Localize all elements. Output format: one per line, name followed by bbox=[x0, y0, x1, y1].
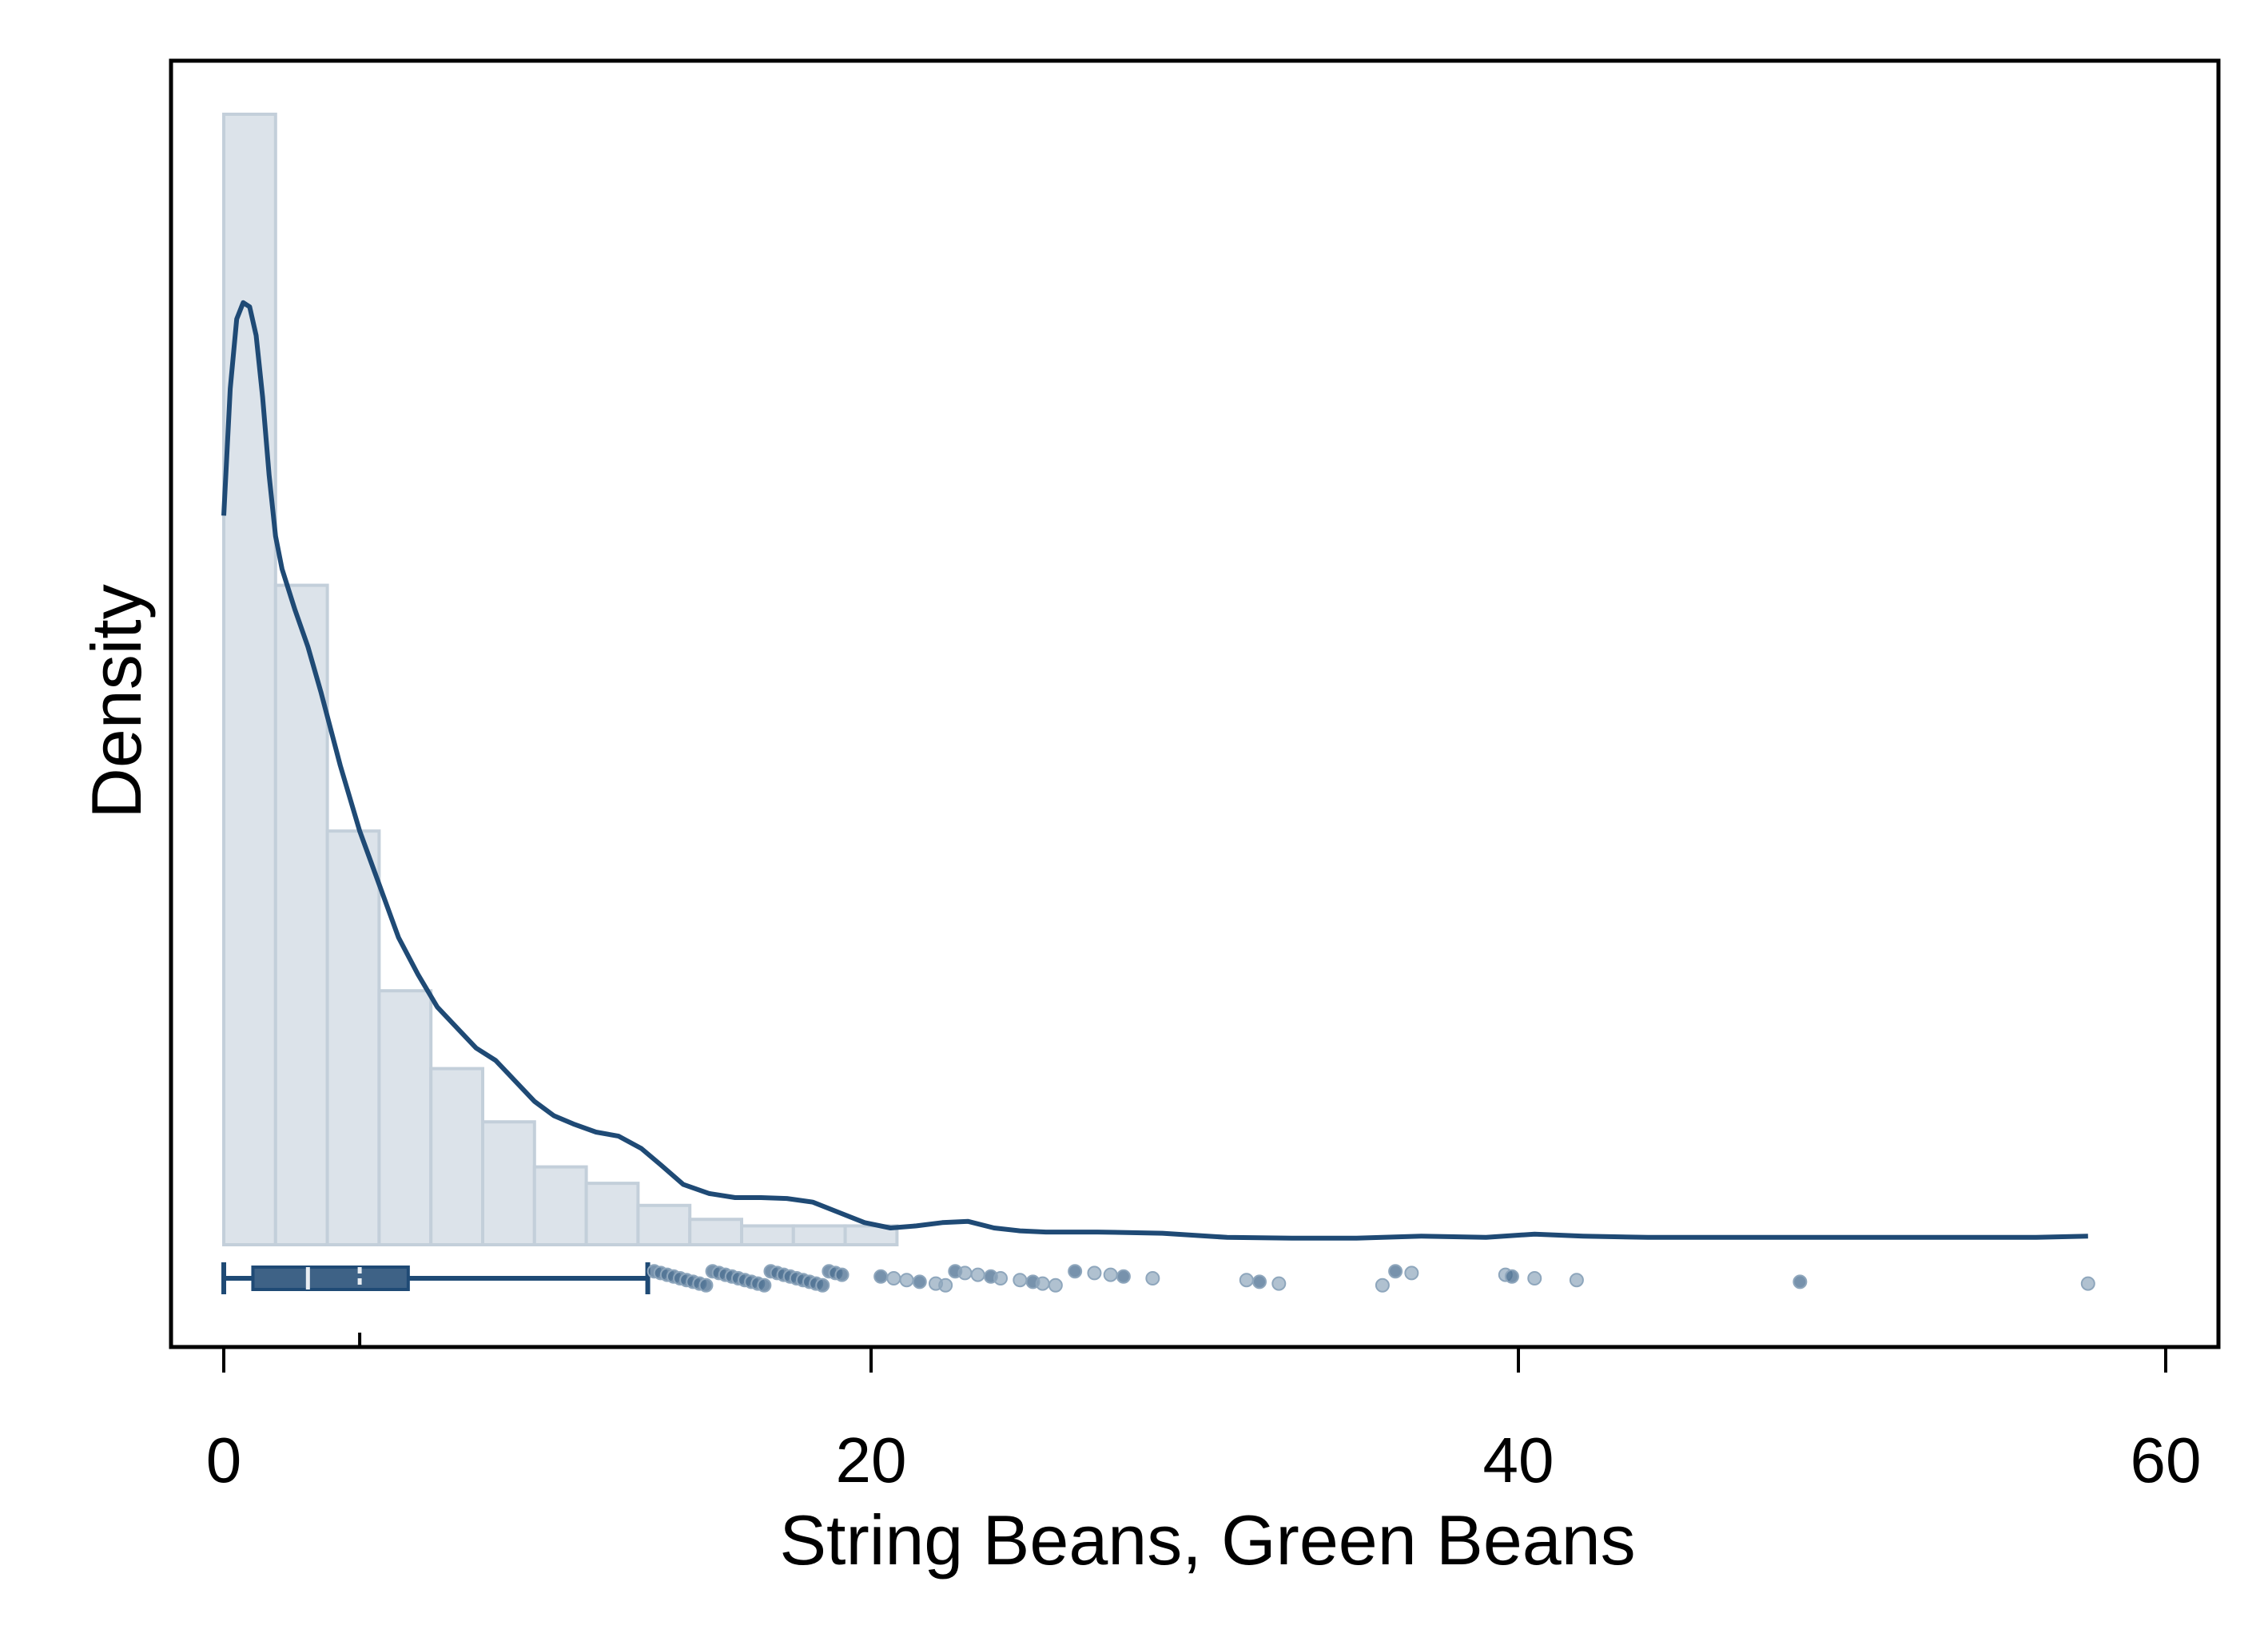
outlier-point bbox=[912, 1274, 927, 1289]
x-tick-label: 20 bbox=[836, 1424, 907, 1496]
x-tick-label: 40 bbox=[1483, 1424, 1554, 1496]
outlier-point bbox=[970, 1267, 985, 1282]
histogram-bar bbox=[222, 113, 277, 1246]
outlier-point bbox=[2080, 1276, 2095, 1291]
histogram-bar bbox=[377, 989, 433, 1246]
outlier-point bbox=[1271, 1276, 1287, 1291]
outlier-point bbox=[938, 1277, 953, 1293]
outlier-point bbox=[873, 1269, 889, 1284]
histogram-bars bbox=[222, 113, 899, 1247]
outlier-point bbox=[1527, 1271, 1542, 1285]
histogram-bar bbox=[429, 1067, 485, 1247]
x-axis-title: String Beans, Green Beans bbox=[779, 1500, 1635, 1579]
outlier-point bbox=[1116, 1269, 1131, 1284]
histogram-bar bbox=[325, 829, 381, 1246]
outlier-point bbox=[1087, 1266, 1102, 1281]
outlier-point bbox=[1013, 1273, 1028, 1288]
histogram-bar bbox=[584, 1182, 640, 1246]
outlier-point bbox=[1252, 1274, 1267, 1289]
histogram-bar bbox=[532, 1165, 588, 1246]
histogram-bar bbox=[636, 1203, 692, 1246]
outlier-point bbox=[757, 1277, 772, 1293]
histogram-bar bbox=[740, 1224, 795, 1246]
outlier-point bbox=[1569, 1273, 1584, 1288]
x-axis: 0 20 40 60 bbox=[171, 1333, 2218, 1496]
density-curve-line bbox=[221, 300, 2088, 1241]
outlier-point bbox=[886, 1271, 901, 1285]
histogram-bar bbox=[791, 1224, 847, 1246]
outlier-point bbox=[1035, 1276, 1050, 1291]
outlier-point bbox=[957, 1266, 973, 1281]
histogram-bar bbox=[688, 1218, 744, 1246]
outlier-point bbox=[1103, 1267, 1118, 1282]
y-axis-title: Density bbox=[77, 584, 156, 818]
outlier-point bbox=[1068, 1264, 1083, 1279]
outlier-point bbox=[1404, 1266, 1419, 1281]
boxplot-outliers bbox=[647, 1264, 2095, 1293]
outlier-point bbox=[1145, 1271, 1160, 1285]
outlier-point bbox=[993, 1271, 1008, 1285]
x-tick-label: 60 bbox=[2131, 1424, 2202, 1496]
outlier-point bbox=[698, 1277, 714, 1293]
outlier-point bbox=[1239, 1273, 1254, 1288]
boxplot-box bbox=[251, 1266, 410, 1291]
outlier-point bbox=[1048, 1277, 1063, 1293]
outlier-point bbox=[1375, 1277, 1390, 1293]
histogram-bar bbox=[481, 1120, 536, 1247]
outlier-point bbox=[1793, 1274, 1808, 1289]
x-tick-label: 0 bbox=[206, 1424, 242, 1496]
outlier-point bbox=[899, 1273, 914, 1288]
boxplot bbox=[221, 1262, 651, 1294]
outlier-point bbox=[1504, 1269, 1519, 1284]
outlier-point bbox=[834, 1267, 850, 1282]
outlier-point bbox=[1388, 1264, 1403, 1279]
histogram-bar bbox=[273, 583, 329, 1246]
outlier-point bbox=[815, 1277, 830, 1293]
